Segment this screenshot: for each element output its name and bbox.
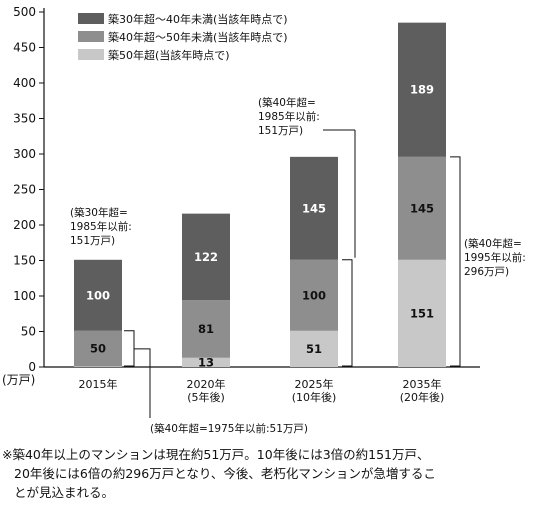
y-tick-label: 250 — [13, 183, 36, 197]
bracket-2015 — [124, 330, 135, 367]
category-label: 2020年 — [187, 377, 226, 391]
annotation-text: 151万戸) — [258, 125, 303, 137]
category-label: 2015年 — [79, 377, 118, 391]
legend-label: 築40年超〜50年未満(当該年時点で) — [108, 30, 288, 44]
y-tick-label: 150 — [13, 254, 36, 268]
bar-value-label: 51 — [306, 342, 322, 356]
annotation-text: 1985年以前: — [258, 110, 320, 123]
bar-value-label: 189 — [410, 83, 434, 97]
legend-swatch — [78, 31, 104, 42]
bar-value-label: 50 — [90, 342, 106, 356]
legend-label: 築30年超〜40年未満(当該年時点で) — [108, 12, 288, 26]
annotation-text: 296万戸) — [464, 266, 509, 278]
y-tick-label: 300 — [13, 147, 36, 161]
bar-segment — [290, 156, 338, 260]
category-label: 2035年 — [403, 377, 442, 391]
footnote-line: ※築40年以上のマンションは現在約51万戸。10年後には3倍の約151万戸、 — [2, 447, 430, 462]
bar-segment — [290, 330, 338, 367]
bar-value-label: 151 — [410, 306, 434, 320]
annotation-text: (築40年超= — [258, 96, 316, 109]
footnote-line: 20年後には6倍の約296万戸となり、今後、老朽化マンションが急増するこ — [14, 466, 436, 481]
category-label: (10年後) — [292, 390, 337, 404]
annotation-text: 1995年以前: — [464, 251, 526, 264]
annotation-text: (築30年超= — [70, 206, 128, 219]
y-tick-label: 500 — [13, 5, 36, 19]
y-tick-label: 200 — [13, 218, 36, 232]
bar-value-label: 100 — [86, 288, 110, 302]
bar-segment — [290, 259, 338, 331]
bar-value-label: 122 — [194, 250, 218, 264]
bar-value-label: 145 — [410, 201, 434, 215]
bracket-2025 — [342, 259, 353, 367]
bar-value-label: 100 — [302, 288, 326, 302]
bracket-2035 — [450, 156, 461, 367]
footnote-line: とが見込まれる。 — [14, 485, 114, 500]
bar-segment — [398, 156, 446, 260]
bar-value-label: 145 — [302, 201, 326, 215]
y-tick-label: 450 — [13, 41, 36, 55]
category-label: (20年後) — [400, 390, 445, 404]
bar-segment — [74, 330, 122, 367]
bar-segment — [398, 22, 446, 157]
y-tick-label: 0 — [28, 360, 36, 374]
annotation-leader-2015 — [134, 348, 151, 418]
bar-segment — [74, 259, 122, 331]
bar-value-label: 13 — [198, 355, 214, 369]
y-unit-label: (万戸) — [2, 373, 35, 387]
annotation-text: (築40年超=1975年以前:51万戸) — [150, 422, 308, 435]
category-label: (5年後) — [187, 390, 225, 404]
y-tick-label: 50 — [21, 325, 36, 339]
annotation-text: 151万戸) — [70, 235, 115, 247]
y-tick-label: 350 — [13, 112, 36, 126]
bar-segment — [182, 357, 230, 367]
annotation-text: (築40年超= — [464, 237, 522, 250]
legend-label: 築50年超(当該年時点で) — [108, 48, 230, 62]
bar-segment — [182, 300, 230, 358]
bar-value-label: 81 — [198, 322, 214, 336]
annotation-text: 1985年以前: — [70, 220, 132, 233]
bar-segment — [398, 259, 446, 367]
legend-swatch — [78, 13, 104, 24]
category-label: 2025年 — [295, 377, 334, 391]
bar-segment — [182, 213, 230, 301]
y-tick-label: 100 — [13, 289, 36, 303]
y-tick-label: 400 — [13, 76, 36, 90]
bar-segment — [74, 366, 122, 367]
legend-swatch — [78, 49, 104, 60]
